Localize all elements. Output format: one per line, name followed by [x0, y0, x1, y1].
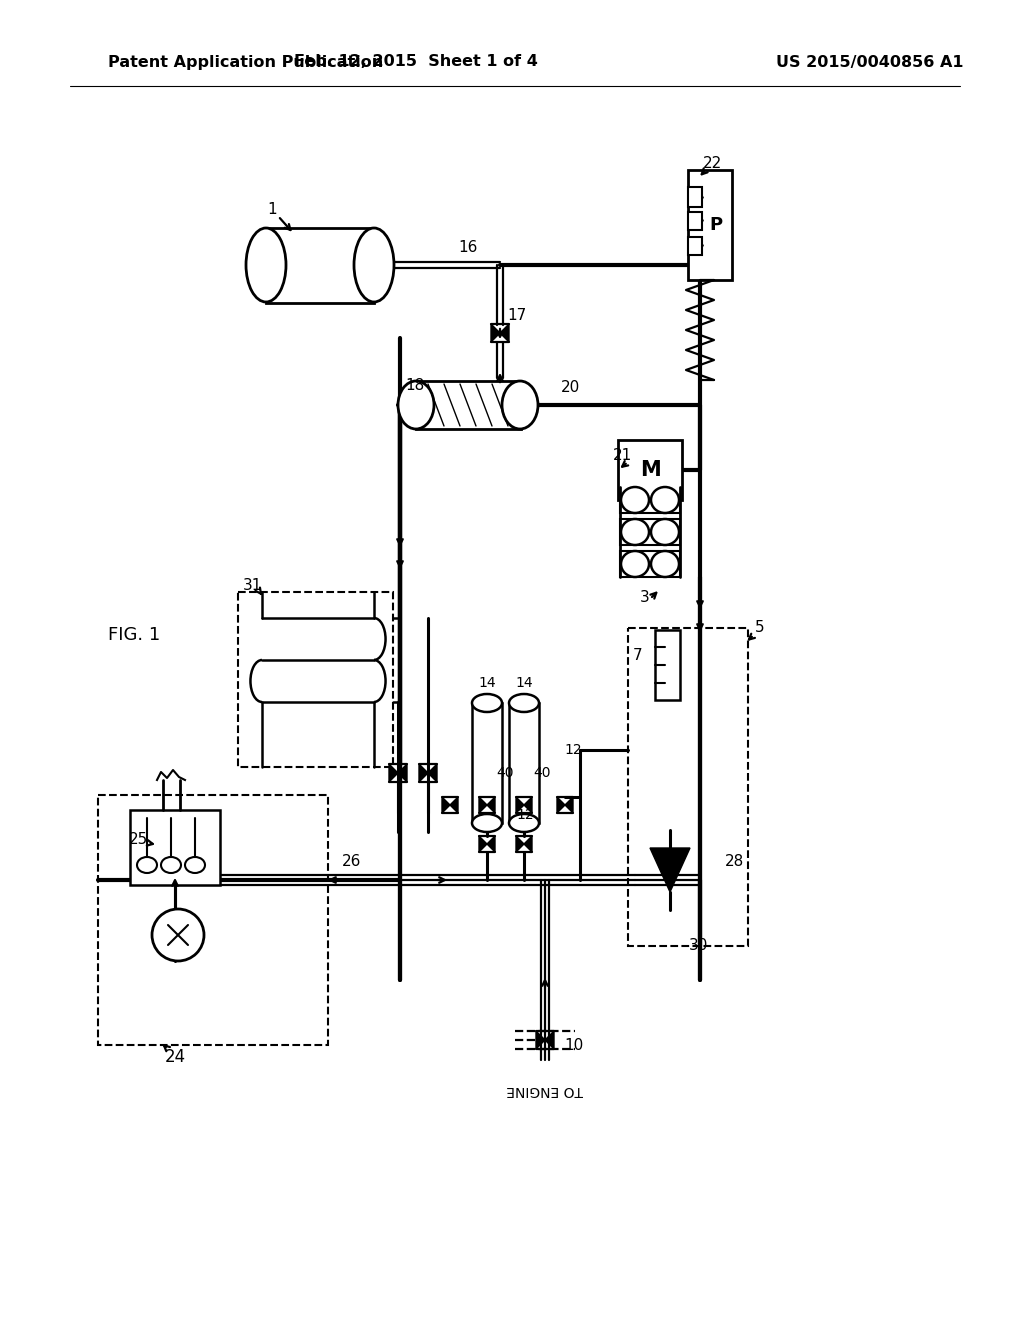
Polygon shape — [500, 323, 509, 342]
Text: 12: 12 — [516, 808, 534, 822]
Ellipse shape — [354, 228, 394, 302]
Bar — [266, 228, 374, 304]
Polygon shape — [524, 836, 532, 851]
Ellipse shape — [137, 857, 157, 873]
Text: 31: 31 — [244, 578, 263, 593]
Text: US 2015/0040856 A1: US 2015/0040856 A1 — [776, 54, 964, 70]
Polygon shape — [490, 323, 500, 342]
Polygon shape — [479, 797, 487, 813]
Bar — [688, 170, 732, 280]
Ellipse shape — [185, 857, 205, 873]
Ellipse shape — [398, 381, 434, 429]
Text: Feb. 12, 2015  Sheet 1 of 4: Feb. 12, 2015 Sheet 1 of 4 — [294, 54, 538, 70]
Ellipse shape — [621, 550, 649, 577]
Polygon shape — [487, 836, 495, 851]
Polygon shape — [442, 797, 450, 813]
Ellipse shape — [246, 228, 286, 302]
Polygon shape — [516, 797, 524, 813]
Text: TO ENGINE: TO ENGINE — [507, 1082, 584, 1097]
Polygon shape — [557, 797, 565, 813]
Bar — [130, 810, 220, 884]
Bar — [618, 440, 682, 500]
Polygon shape — [479, 836, 487, 851]
Bar — [620, 519, 680, 545]
Text: 14: 14 — [515, 676, 532, 690]
Bar — [238, 591, 393, 767]
Text: 16: 16 — [459, 240, 477, 256]
Ellipse shape — [621, 487, 649, 513]
Text: 14: 14 — [478, 676, 496, 690]
Text: 20: 20 — [560, 380, 580, 396]
Polygon shape — [419, 764, 428, 781]
Ellipse shape — [651, 487, 679, 513]
Text: P: P — [710, 216, 723, 234]
Polygon shape — [650, 847, 690, 892]
Text: 21: 21 — [612, 447, 632, 462]
Bar — [98, 795, 328, 1045]
Polygon shape — [389, 764, 398, 781]
Polygon shape — [545, 1031, 554, 1049]
Text: 1: 1 — [267, 202, 276, 218]
Text: 3: 3 — [640, 590, 650, 605]
Text: 10: 10 — [564, 1038, 584, 1052]
Text: 17: 17 — [507, 308, 526, 322]
Ellipse shape — [621, 519, 649, 545]
Text: 25: 25 — [128, 833, 147, 847]
Ellipse shape — [509, 694, 539, 711]
Polygon shape — [524, 797, 532, 813]
Text: 30: 30 — [688, 937, 708, 953]
Ellipse shape — [509, 814, 539, 832]
Ellipse shape — [161, 857, 181, 873]
Bar — [688, 213, 702, 230]
Polygon shape — [398, 764, 407, 781]
Polygon shape — [536, 1031, 545, 1049]
Bar — [509, 704, 539, 822]
Bar — [472, 704, 502, 822]
Text: 12: 12 — [564, 743, 582, 756]
Ellipse shape — [651, 519, 679, 545]
Text: 5: 5 — [755, 620, 765, 635]
Text: 28: 28 — [725, 854, 744, 870]
Text: 26: 26 — [342, 854, 361, 870]
Circle shape — [152, 909, 204, 961]
Polygon shape — [487, 797, 495, 813]
Text: FIG. 1: FIG. 1 — [108, 626, 160, 644]
Polygon shape — [565, 797, 573, 813]
Polygon shape — [428, 764, 437, 781]
Ellipse shape — [472, 694, 502, 711]
Bar — [688, 187, 702, 207]
Bar — [628, 628, 748, 946]
Text: 18: 18 — [406, 378, 425, 392]
Text: 40: 40 — [534, 766, 551, 780]
Text: 24: 24 — [165, 1048, 185, 1067]
Bar — [688, 238, 702, 255]
Ellipse shape — [651, 550, 679, 577]
Ellipse shape — [502, 381, 538, 429]
Bar — [620, 550, 680, 577]
Polygon shape — [516, 836, 524, 851]
Bar — [655, 630, 680, 700]
Text: 7: 7 — [633, 648, 643, 663]
Polygon shape — [450, 797, 458, 813]
Text: Patent Application Publication: Patent Application Publication — [108, 54, 383, 70]
Text: 22: 22 — [702, 156, 722, 170]
Text: 40: 40 — [497, 766, 514, 780]
Ellipse shape — [472, 814, 502, 832]
Bar — [620, 487, 680, 513]
Text: M: M — [640, 459, 660, 480]
Bar — [416, 381, 521, 429]
